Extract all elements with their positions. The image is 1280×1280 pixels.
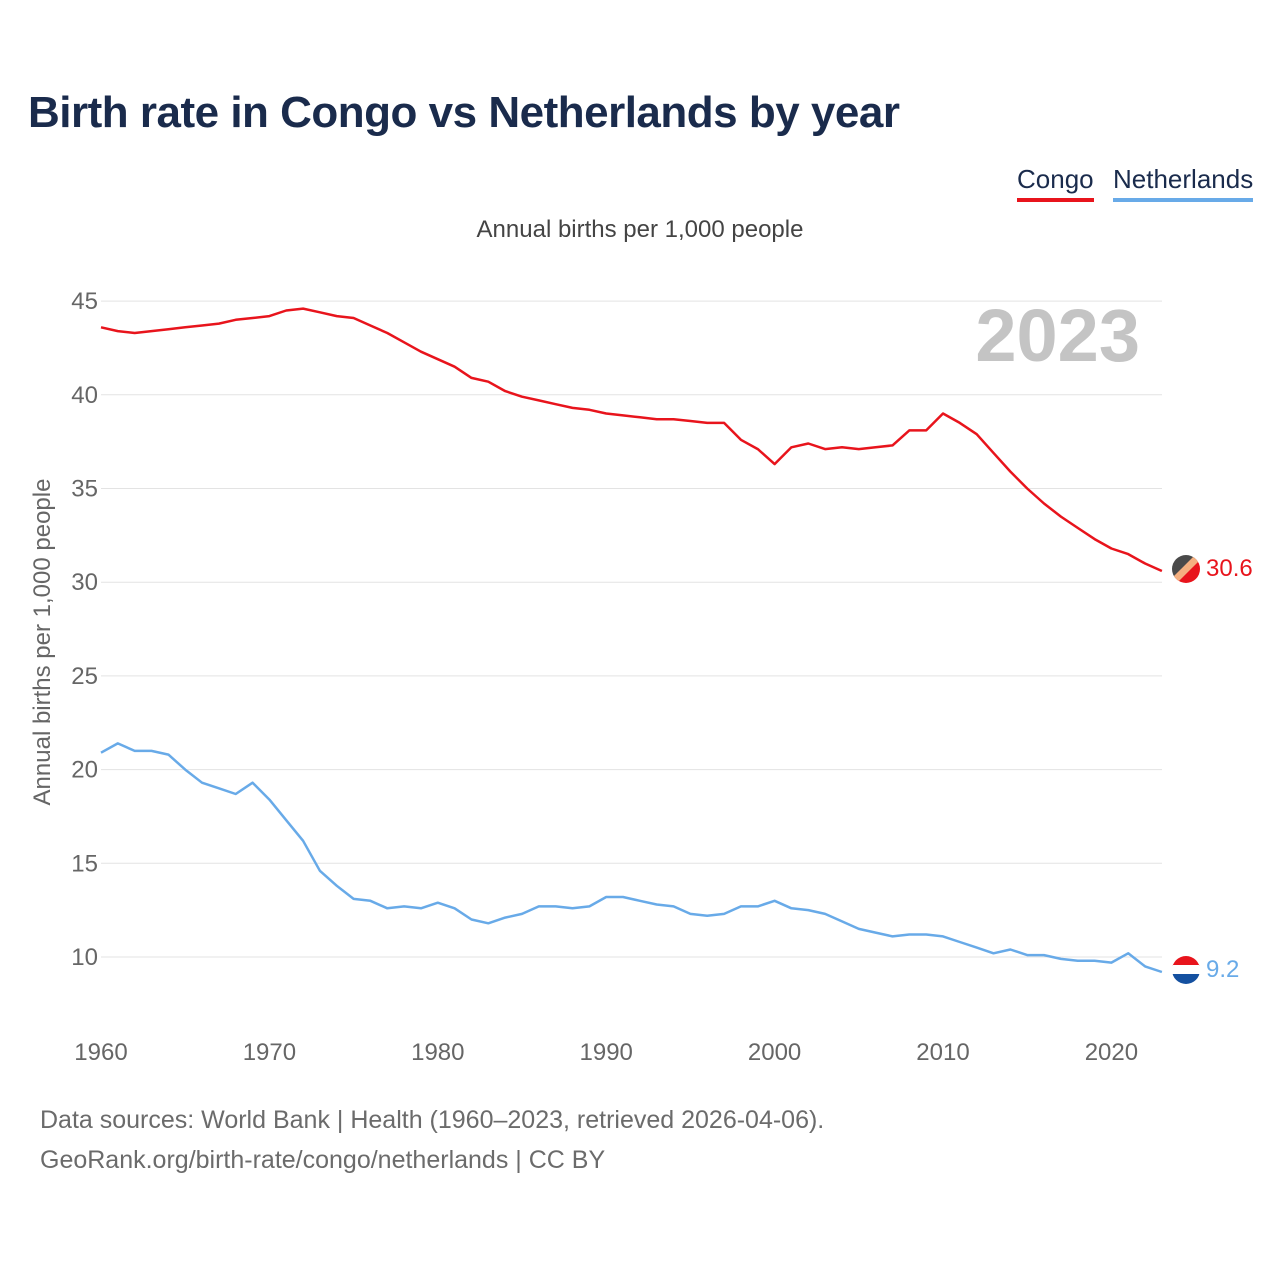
y-tick-label: 10	[71, 944, 98, 971]
congo-flag-icon	[1172, 555, 1200, 583]
line-chart: 10 15 20 25 30 35 40 45 1960 1970 1980 1990 2000 2010…	[29, 288, 1253, 1066]
series-line-congo	[100, 307, 1163, 573]
x-tick-label: 2000	[748, 1039, 801, 1066]
source-link[interactable]: GeoRank.org/birth-rate/congo/netherlands…	[40, 1146, 606, 1174]
grid-lines	[101, 300, 1162, 958]
x-tick-label: 2010	[916, 1039, 969, 1066]
legend-item-netherlands[interactable]: Netherlands	[1113, 164, 1254, 202]
chart-subtitle: Annual births per 1,000 people	[476, 216, 804, 243]
y-tick-label: 25	[71, 663, 98, 690]
page-title: Birth rate in Congo vs Netherlands by ye…	[28, 88, 900, 137]
x-tick-label: 1980	[411, 1039, 464, 1066]
y-tick-label: 20	[71, 757, 98, 784]
x-tick-label: 1970	[243, 1039, 296, 1066]
netherlands-flag-icon	[1172, 956, 1200, 984]
x-tick-label: 1990	[580, 1039, 633, 1066]
congo-end-value: 30.6	[1206, 555, 1253, 582]
x-tick-label: 2020	[1085, 1039, 1138, 1066]
axes: 10 15 20 25 30 35 40 45 1960 1970 1980 1990 2000 2010…	[71, 288, 1138, 1066]
series	[100, 307, 1163, 974]
netherlands-end-value: 9.2	[1206, 956, 1239, 983]
y-tick-label: 15	[71, 850, 98, 877]
x-tick-label: 1960	[74, 1039, 127, 1066]
y-axis-label: Annual births per 1,000 people	[29, 479, 56, 806]
y-tick-label: 30	[71, 569, 98, 596]
y-tick-label: 35	[71, 476, 98, 503]
y-tick-label: 40	[71, 382, 98, 409]
year-watermark: 2023	[975, 294, 1140, 377]
legend-item-congo[interactable]: Congo	[1017, 164, 1094, 202]
series-line-netherlands	[100, 742, 1163, 974]
data-sources-note: Data sources: World Bank | Health (1960–…	[40, 1106, 825, 1134]
y-tick-label: 45	[71, 288, 98, 315]
